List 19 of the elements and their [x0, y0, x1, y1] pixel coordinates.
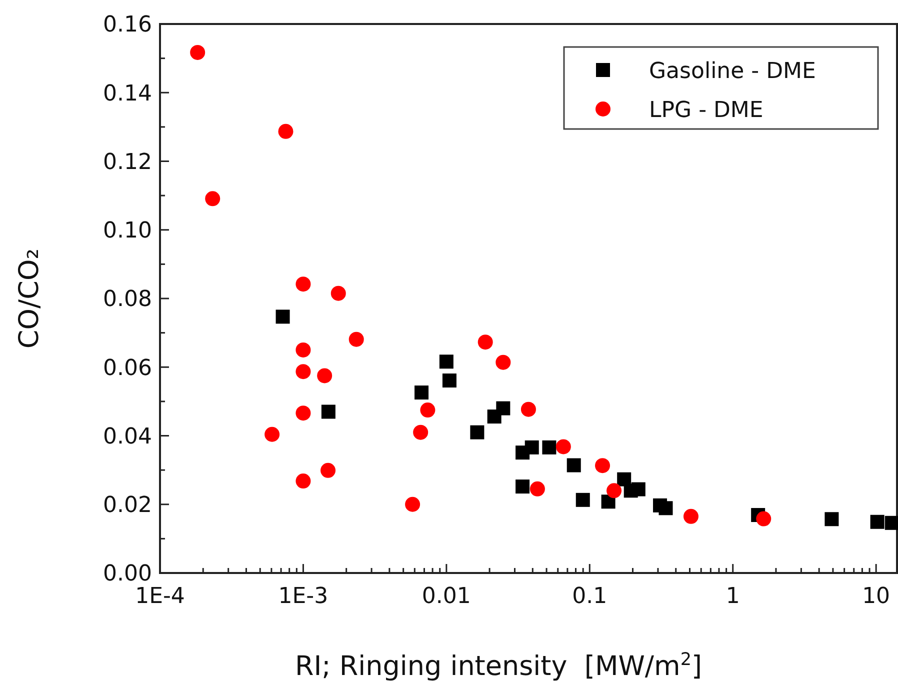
- y-tick-label: 0.10: [103, 218, 152, 244]
- y-tick-label: 0.14: [103, 81, 152, 106]
- y-tick-label: 0.00: [103, 562, 152, 587]
- y-tick-label: 0.04: [103, 424, 152, 450]
- y-tick-label: 0.12: [103, 150, 152, 175]
- y-tick-label: 0.08: [103, 287, 152, 312]
- x-tick-label: 1E-3: [278, 584, 328, 609]
- y-tick-label: 0.06: [103, 356, 152, 381]
- x-tick-label: 10: [862, 584, 890, 609]
- legend-label: Gasoline - DME: [649, 58, 816, 84]
- y-tick-label: 0.16: [103, 12, 152, 38]
- legend-label: LPG - DME: [649, 98, 764, 123]
- x-tick-label: 1E-4: [135, 584, 185, 609]
- x-tick-label: 0.1: [572, 584, 608, 609]
- y-axis-title: CO/CO₂: [14, 248, 45, 349]
- x-tick-label: 1: [726, 584, 740, 609]
- y-tick-label: 0.02: [103, 493, 152, 518]
- x-axis-title: RI; Ringing intensity [MW/m$^{2}$]: [294, 650, 702, 682]
- x-tick-label: 0.01: [422, 584, 471, 609]
